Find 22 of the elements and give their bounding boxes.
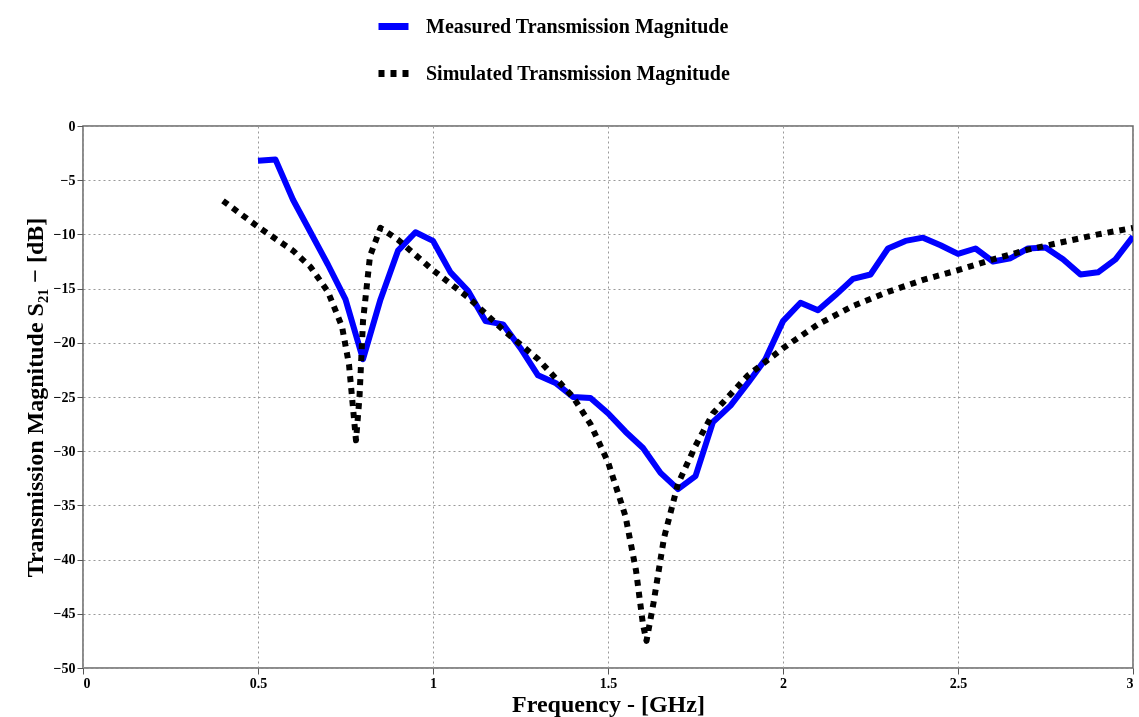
legend-label: Simulated Transmission Magnitude — [426, 61, 730, 85]
y-tick-label: −15 — [53, 281, 76, 297]
x-tick-label: 1 — [430, 675, 437, 691]
x-tick-label: 0.5 — [249, 675, 268, 691]
x-axis-title: Frequency - [GHz] — [512, 690, 705, 717]
y-tick-label: −30 — [53, 443, 76, 459]
x-tick-label: 1.5 — [599, 675, 618, 691]
y-tick-label: 0 — [68, 118, 76, 134]
y-tick-label: −25 — [53, 389, 76, 405]
x-tick-label: 2 — [780, 675, 787, 691]
x-tick-label: 0 — [83, 675, 91, 691]
legend-label: Measured Transmission Magnitude — [426, 14, 729, 38]
y-tick-label: −20 — [53, 335, 76, 351]
y-axis-title: Transmission Magnitude S₂₁ − [dB] — [21, 217, 48, 578]
y-tick-label: −45 — [53, 606, 76, 622]
y-tick-label: −40 — [53, 552, 76, 568]
y-tick-label: −50 — [53, 660, 76, 676]
y-tick-label: −5 — [60, 172, 76, 188]
x-tick-label: 2.5 — [949, 675, 968, 691]
x-tick-label: 3 — [1126, 675, 1134, 691]
y-tick-label: −10 — [53, 226, 76, 242]
y-tick-label: −35 — [53, 497, 76, 513]
